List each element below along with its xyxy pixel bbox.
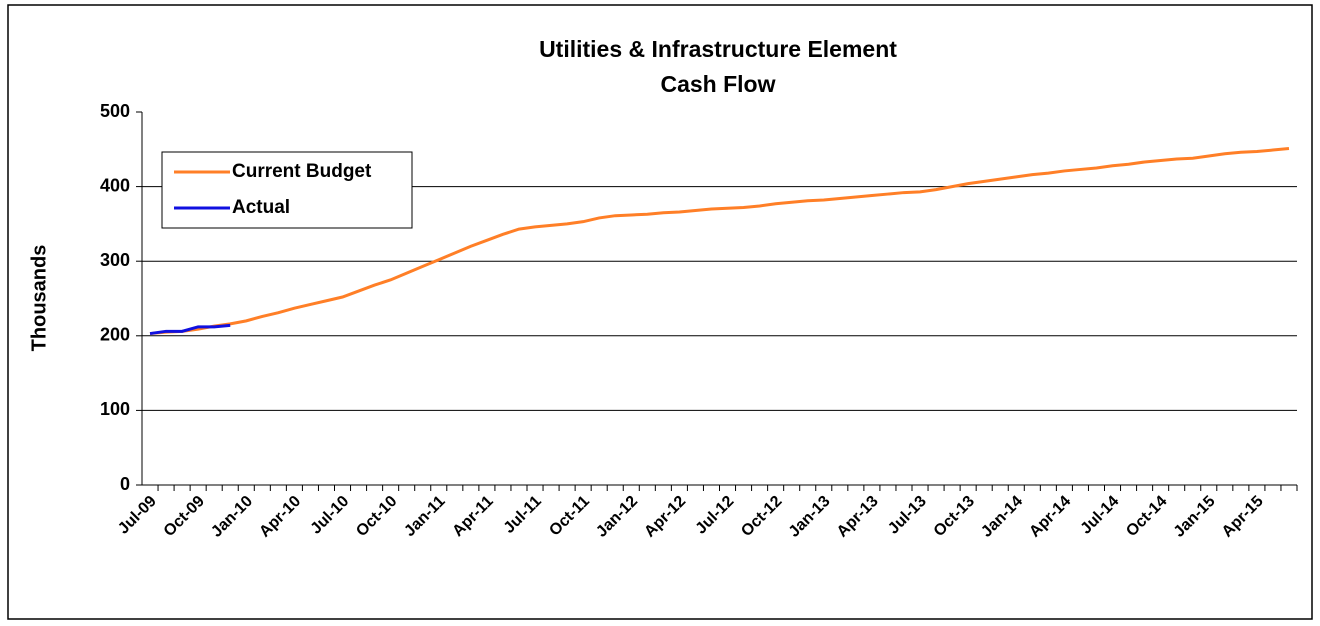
- series-line: [149, 323, 231, 336]
- y-tick-label: 300: [100, 250, 130, 270]
- legend-label: Current Budget: [232, 161, 372, 182]
- legend-label: Actual: [232, 197, 290, 218]
- y-tick-label: 400: [100, 175, 130, 195]
- chart-title: Cash Flow: [660, 71, 775, 97]
- y-axis-label: Thousands: [28, 245, 50, 352]
- chart-title: Utilities & Infrastructure Element: [539, 36, 897, 62]
- y-tick-label: 500: [100, 101, 130, 121]
- chart-border: [7, 4, 1313, 620]
- y-tick-label: 100: [100, 399, 130, 419]
- y-tick-label: 0: [120, 474, 130, 494]
- series-line: [149, 147, 1290, 336]
- y-tick-label: 200: [100, 325, 130, 345]
- legend-box: [161, 151, 413, 229]
